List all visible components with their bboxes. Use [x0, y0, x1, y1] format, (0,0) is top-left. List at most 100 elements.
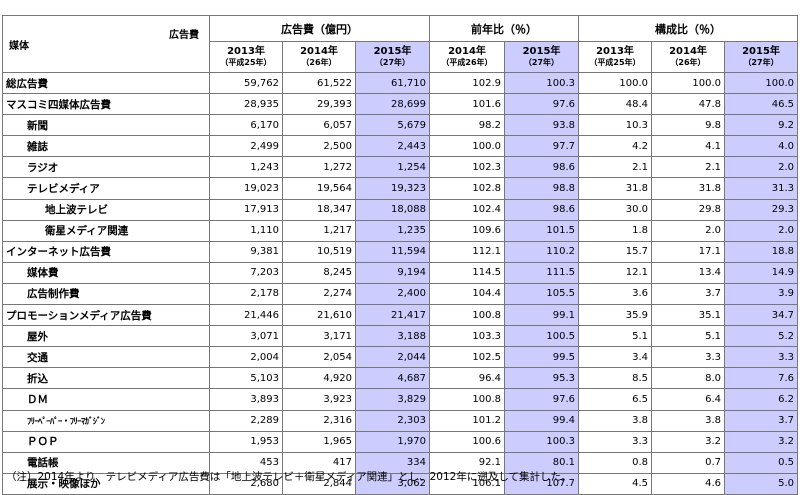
- value-cell: 98.6: [504, 198, 579, 221]
- value-cell: 110.2: [504, 240, 579, 263]
- row-label-cell: 交通: [2, 346, 210, 369]
- row-label: 衛星メディア関連: [45, 225, 129, 238]
- value-cell: 109.6: [429, 219, 505, 242]
- value-cell: 3.2: [723, 430, 799, 453]
- row-label: マスコミ四媒体広告費: [6, 98, 111, 111]
- table-row: 広告制作費 2,178 2,274 2,400 104.4 105.5 3.6 3.7 3.9: [2, 282, 799, 306]
- value-cell: 2,004: [209, 346, 283, 369]
- value-cell: 30.0: [578, 198, 652, 221]
- value-cell: 4.0: [723, 135, 799, 158]
- row-label: 屋外: [27, 330, 48, 343]
- value-cell: 2.0: [651, 219, 725, 242]
- value-cell: 3.9: [723, 282, 799, 306]
- corner-top-label: 広告費: [169, 30, 199, 41]
- value-cell: 102.4: [429, 198, 505, 221]
- footnote: （注）2014年より、テレビメディア広告費は「地上波テレビ＋衛星メディア関連」と…: [6, 471, 572, 483]
- value-cell: 102.3: [429, 156, 505, 179]
- value-cell: 100.3: [504, 71, 579, 95]
- year-header-cell: 2013年 （平成25年）: [578, 41, 652, 73]
- table-row: インターネット広告費 9,381 10,519 11,594 112.1 110.2 15.…: [2, 240, 799, 263]
- value-cell: 1,243: [209, 156, 283, 179]
- value-cell: 3.3: [578, 430, 652, 453]
- value-cell: 31.8: [578, 177, 652, 200]
- value-cell: 4,920: [282, 367, 356, 390]
- value-cell: 61,522: [282, 71, 356, 95]
- year-label: 2015年: [742, 46, 780, 57]
- value-cell: 95.3: [504, 367, 579, 390]
- value-cell: 28,935: [209, 93, 283, 116]
- year-header-cell: 2014年 （26年）: [651, 41, 725, 73]
- value-cell: 80.1: [504, 451, 579, 474]
- value-cell: 1,254: [355, 156, 430, 179]
- value-cell: 1,272: [282, 156, 356, 179]
- row-label: 総広告費: [6, 77, 48, 90]
- value-cell: 10,519: [282, 240, 356, 263]
- table-row: 地上波テレビ 17,913 18,347 18,088 102.4 98.6 30.0 29.…: [2, 198, 799, 221]
- row-label-cell: ＤＭ: [2, 388, 210, 411]
- year-header-cell: 2014年 （26年）: [282, 41, 356, 73]
- value-cell: 31.8: [651, 177, 725, 200]
- value-cell: 21,417: [355, 304, 430, 327]
- value-cell: 3.2: [651, 430, 725, 453]
- year-sublabel: （平成26年）: [441, 58, 493, 67]
- value-cell: 28,699: [355, 93, 430, 116]
- group-header-ad-spend: 広告費（億円）: [209, 15, 430, 42]
- row-label-cell: 総広告費: [2, 71, 210, 95]
- value-cell: 1,965: [282, 430, 356, 453]
- value-cell: 99.1: [504, 304, 579, 327]
- value-cell: 100.0: [723, 71, 799, 95]
- value-cell: 18,347: [282, 198, 356, 221]
- value-cell: 112.1: [429, 240, 505, 263]
- value-cell: 3.6: [578, 282, 652, 306]
- value-cell: 4.2: [578, 135, 652, 158]
- year-label: 2015年: [522, 46, 561, 57]
- value-cell: 5,103: [209, 367, 283, 390]
- value-cell: 7.6: [723, 367, 799, 390]
- row-label: 広告制作費: [27, 288, 80, 301]
- corner-bottom-label: 媒体: [9, 41, 29, 52]
- row-label: インターネット広告費: [6, 246, 111, 259]
- value-cell: 111.5: [504, 261, 579, 284]
- row-label-cell: ラジオ: [2, 156, 210, 179]
- value-cell: 5.1: [578, 325, 652, 348]
- row-label-cell: インターネット広告費: [2, 240, 210, 263]
- table-row: 雑誌 2,499 2,500 2,443 100.0 97.7 4.2 4.1 4.0: [2, 135, 799, 158]
- value-cell: 8.0: [651, 367, 725, 390]
- value-cell: 9.8: [651, 114, 725, 137]
- row-label-cell: 新聞: [2, 114, 210, 137]
- value-cell: 100.0: [429, 135, 505, 158]
- value-cell: 12.1: [578, 261, 652, 284]
- row-label-cell: 衛星メディア関連: [2, 219, 210, 242]
- value-cell: 100.0: [651, 71, 725, 95]
- value-cell: 99.4: [504, 409, 579, 432]
- row-label-cell: 屋外: [2, 325, 210, 348]
- ad-expenditure-table: 広告費 媒体 広告費（億円） 前年比（％） 構成比（％） 2013年 （平成25年…: [2, 15, 799, 495]
- value-cell: 2,316: [282, 409, 356, 432]
- value-cell: 2,178: [209, 282, 283, 306]
- row-label: 雑誌: [27, 140, 48, 153]
- value-cell: 31.3: [723, 177, 799, 200]
- value-cell: 2,274: [282, 282, 356, 306]
- value-cell: 9,194: [355, 261, 430, 284]
- value-cell: 97.7: [504, 135, 579, 158]
- value-cell: 2,500: [282, 135, 356, 158]
- value-cell: 19,023: [209, 177, 283, 200]
- value-cell: 6.5: [578, 388, 652, 411]
- value-cell: 3.3: [651, 346, 725, 369]
- value-cell: 104.4: [429, 282, 505, 306]
- value-cell: 97.6: [504, 388, 579, 411]
- value-cell: 4.1: [651, 135, 725, 158]
- value-cell: 29.3: [723, 198, 799, 221]
- value-cell: 2.1: [578, 156, 652, 179]
- value-cell: 29,393: [282, 93, 356, 116]
- value-cell: 3,829: [355, 388, 430, 411]
- value-cell: 2,289: [209, 409, 283, 432]
- value-cell: 100.3: [504, 430, 579, 453]
- year-header-cell: 2015年 （27年）: [723, 41, 799, 73]
- value-cell: 8,245: [282, 261, 356, 284]
- row-label-cell: プロモーションメディア広告費: [2, 304, 210, 327]
- value-cell: 2,303: [355, 409, 430, 432]
- row-label: 展示・映像ほか: [27, 478, 101, 491]
- value-cell: 100.6: [429, 430, 505, 453]
- row-label-cell: 媒体費: [2, 261, 210, 284]
